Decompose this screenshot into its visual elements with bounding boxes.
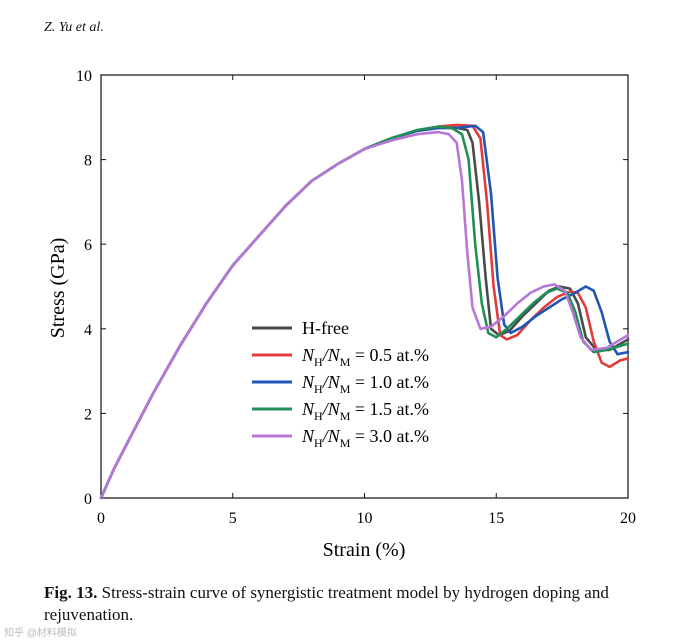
y-tick-label: 0 [84,491,92,508]
x-axis-label: Strain (%) [323,539,406,561]
x-tick-label: 0 [97,510,105,527]
x-tick-label: 5 [229,510,237,527]
legend-label-4: NH/NM = 3.0 at.% [301,426,429,450]
y-tick-label: 6 [84,237,92,254]
watermark: 知乎 @材料模拟 [4,628,77,639]
x-tick-label: 10 [357,510,373,527]
y-axis-label: Stress (GPa) [47,238,69,339]
x-tick-label: 15 [488,510,504,527]
running-header: Z. Yu et al. [44,20,104,35]
legend-label-0: H-free [302,318,349,338]
figure-caption-text: Stress-strain curve of synergistic treat… [44,583,609,624]
figure-caption-label: Fig. 13. [44,583,98,602]
x-tick-label: 20 [620,510,636,527]
legend-label-3: NH/NM = 1.5 at.% [301,399,429,423]
legend-label-1: NH/NM = 0.5 at.% [301,345,429,369]
y-tick-label: 2 [84,406,92,423]
y-tick-label: 8 [84,153,92,170]
y-tick-label: 10 [76,68,92,85]
series-line-4 [99,130,630,500]
figure-caption: Fig. 13. Stress-strain curve of synergis… [44,582,654,626]
stress-strain-chart: 0 5 10 15 20 0 2 4 6 8 10 H-free NH/NM = 0.5 at.% NH… [47,68,636,561]
legend-label-2: NH/NM = 1.0 at.% [301,372,429,396]
y-tick-label: 4 [84,322,92,339]
